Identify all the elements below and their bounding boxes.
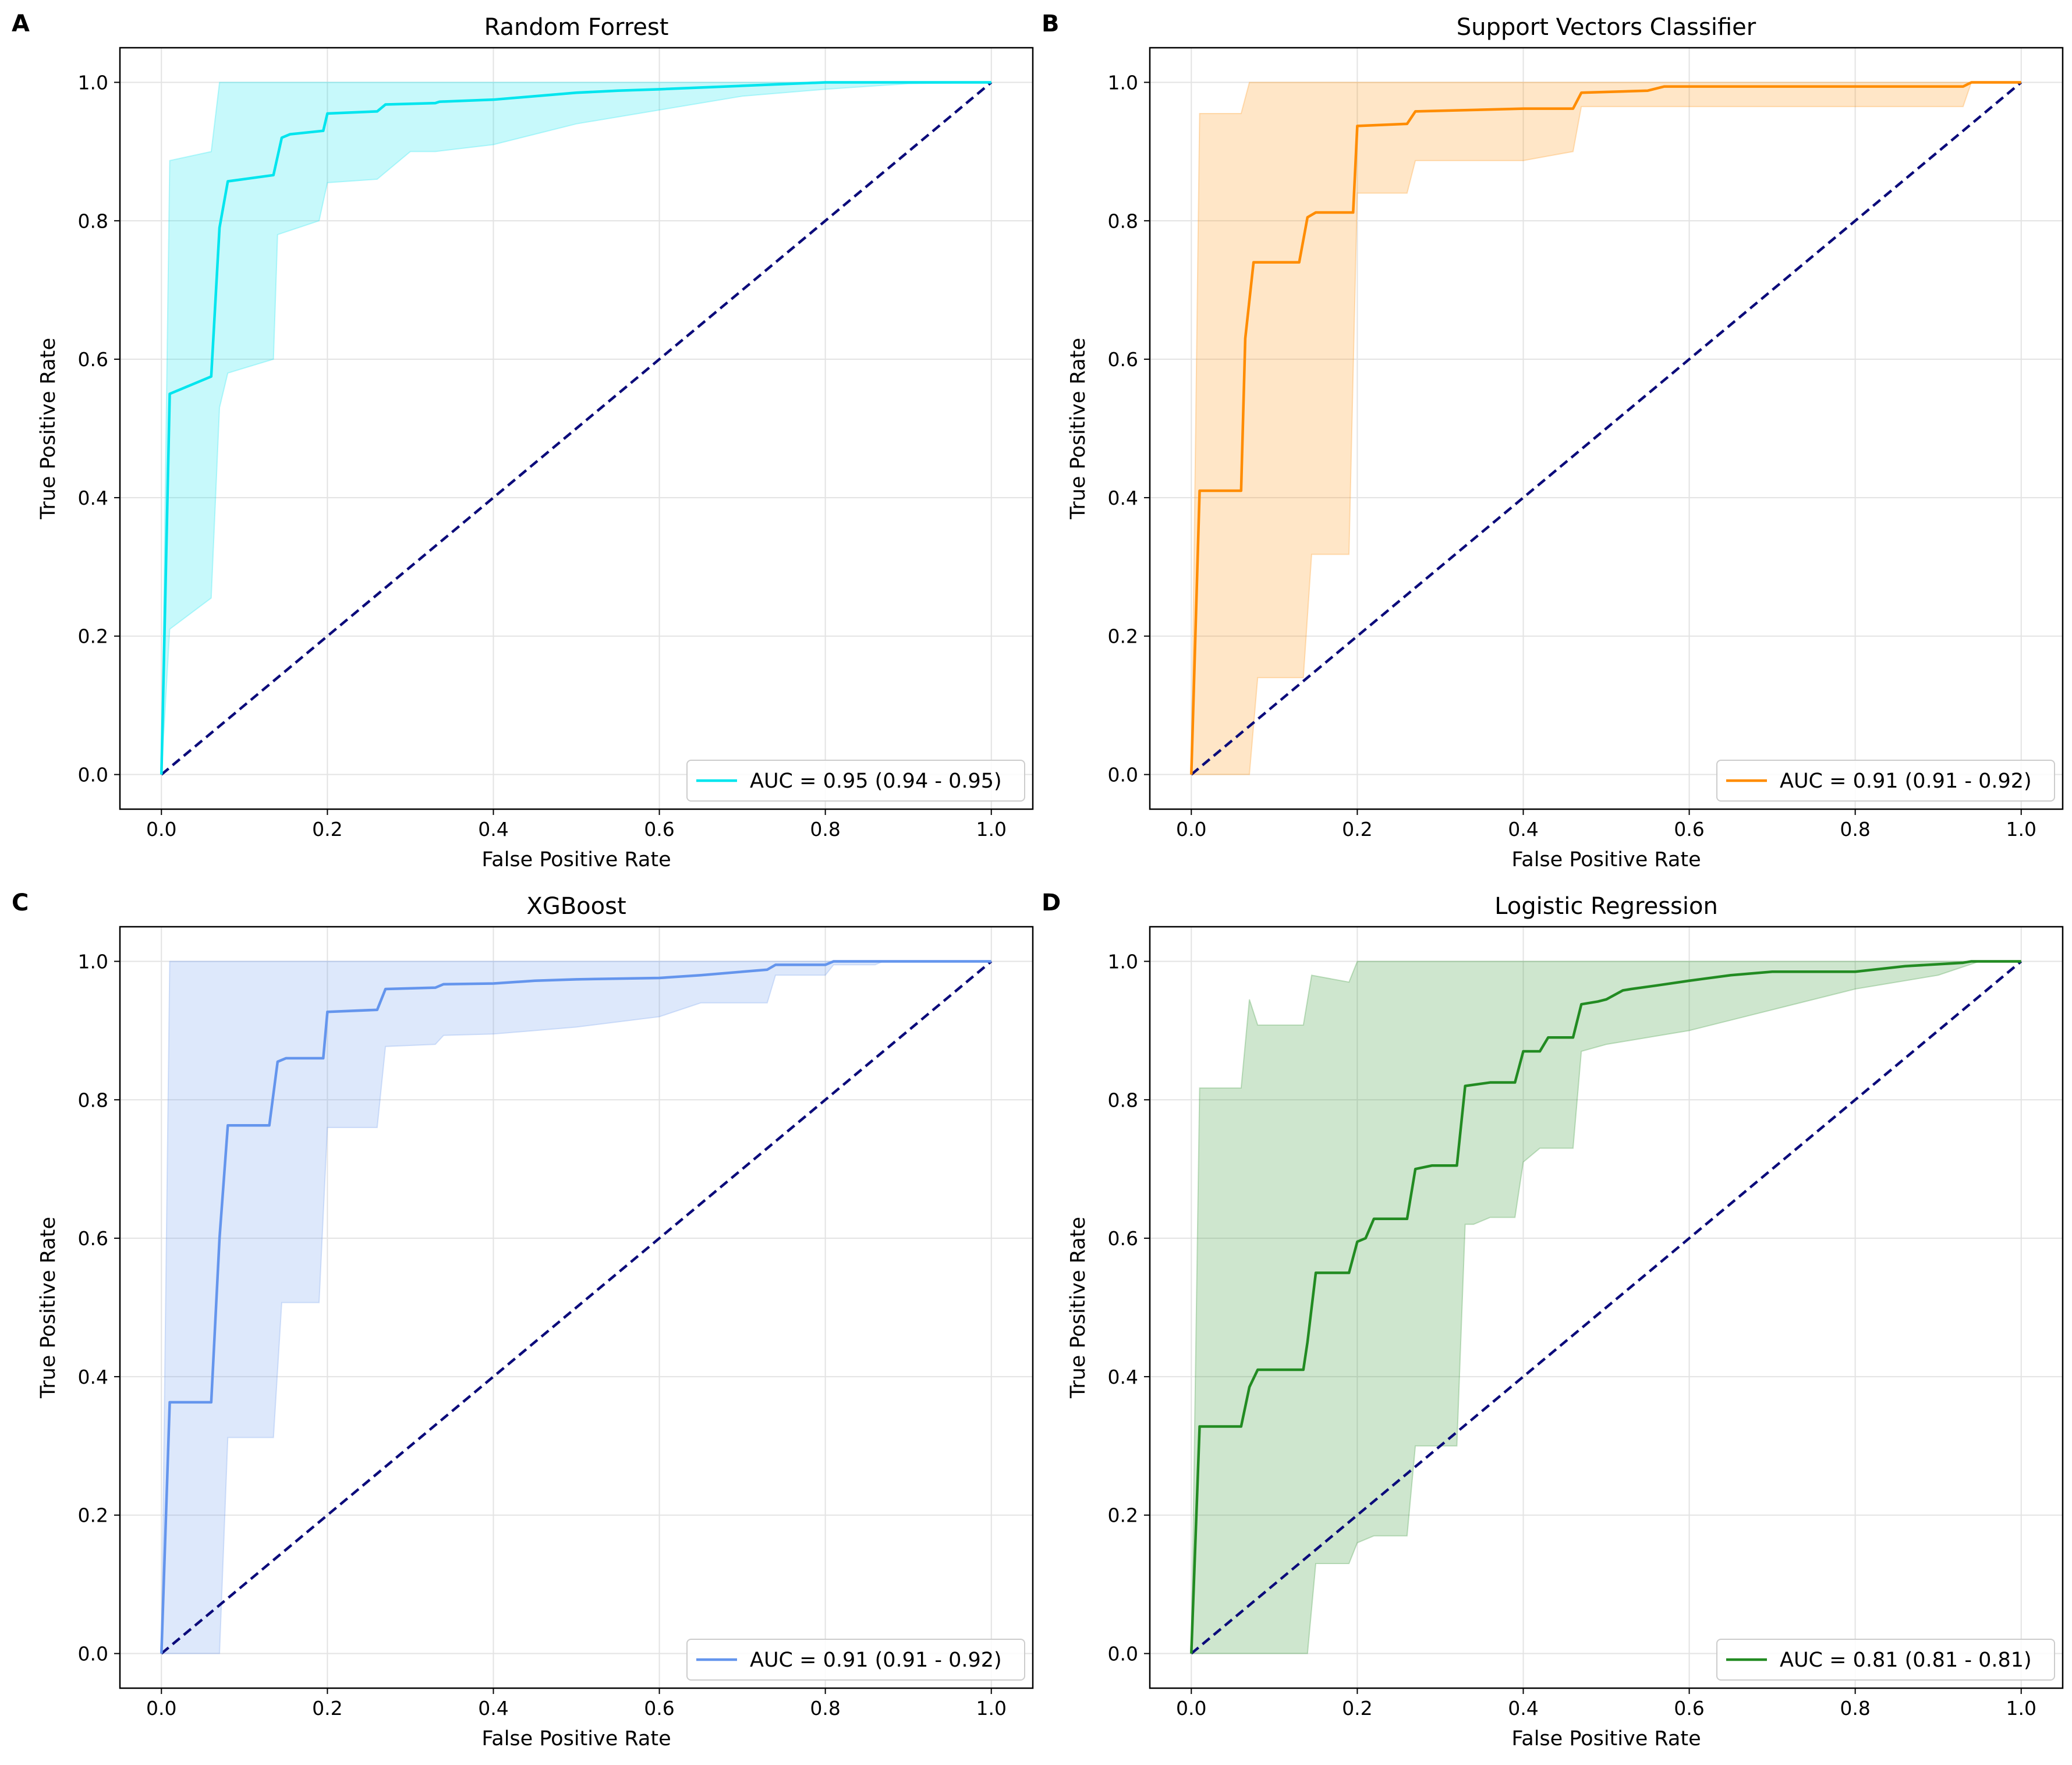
y-tick-label: 1.0 [1108,950,1138,973]
panel-support-vectors-classifier: 0.0 0.2 0.4 0.6 0.8 1.0 0.0 0.2 0.4 0.6 0.8 1.0 Supp… [1042,10,2064,871]
mean-roc-curve [1190,960,2021,1654]
legend: AUC = 0.91 (0.91 - 0.92) [686,1639,1025,1681]
chance-diagonal-line [1190,960,2023,1655]
chart-title: Support Vectors Classifier [1457,14,1756,41]
x-tick-label: 0.8 [810,818,840,841]
chance-diagonal-line [1190,81,2023,776]
y-tick-label: 0.4 [1108,1366,1138,1388]
y-axis-label: True Positive Rate [1067,338,1090,520]
y-tick-label: 0.4 [78,487,108,509]
x-tick-label: 0.6 [1674,1697,1704,1720]
y-tick-label: 0.2 [78,1504,108,1527]
axes-frame [119,47,1034,810]
y-tick-label: 0.0 [1108,764,1138,786]
axes-frame [1149,926,2064,1689]
x-tick-label: 0.6 [1674,818,1704,841]
y-tick-label: 0.8 [78,210,108,232]
legend-label: AUC = 0.95 (0.94 - 0.95) [750,770,1002,793]
x-tick-label: 0.2 [312,1697,342,1720]
chart-title: Random Forrest [484,14,669,41]
chance-diagonal-line [160,960,993,1655]
x-tick-label: 1.0 [2006,818,2036,841]
y-tick-label: 0.2 [78,625,108,648]
y-tick-label: 0.2 [1108,625,1138,648]
x-tick-label: 0.2 [1342,1697,1372,1720]
mean-roc-curve [1190,81,2021,775]
mean-roc-curve [160,960,991,1654]
legend-label: AUC = 0.91 (0.91 - 0.92) [750,1649,1002,1672]
legend-box [1716,760,2055,802]
axes-frame [119,926,1034,1689]
y-tick-label: 0.6 [78,348,108,371]
x-tick-label: 0.6 [644,818,674,841]
x-tick-label: 0.0 [146,1697,176,1720]
x-tick-label: 1.0 [976,1697,1006,1720]
grid [120,48,1033,809]
y-tick-label: 0.2 [1108,1504,1138,1527]
x-tick-label: 0.8 [1840,818,1870,841]
confidence-band [1191,81,2021,775]
legend-box [686,1639,1025,1681]
y-tick-label: 0.4 [78,1366,108,1388]
chance-diagonal-line [160,81,993,776]
y-tick-label: 0.6 [1108,348,1138,371]
x-tick-label: 1.0 [2006,1697,2036,1720]
chart-title: Logistic Regression [1494,893,1718,920]
panel-letter: C [12,889,29,916]
x-axis-label: False Positive Rate [481,1727,671,1750]
x-tick-label: 0.8 [1840,1697,1870,1720]
y-tick-label: 0.8 [1108,210,1138,232]
panel-logistic-regression: 0.0 0.2 0.4 0.6 0.8 1.0 0.0 0.2 0.4 0.6 0.8 1.0 Logi… [1042,889,2064,1750]
x-tick-label: 0.4 [1508,818,1538,841]
y-tick-label: 0.0 [1108,1643,1138,1665]
panel-letter: B [1042,10,1060,37]
panel-xgboost: 0.0 0.2 0.4 0.6 0.8 1.0 0.0 0.2 0.4 0.6 0.8 1.0 XGBo… [12,889,1034,1750]
y-tick-label: 0.8 [1108,1089,1138,1111]
x-tick-label: 0.8 [810,1697,840,1720]
x-tick-label: 0.4 [1508,1697,1538,1720]
x-tick-label: 0.6 [644,1697,674,1720]
y-tick-label: 0.8 [78,1089,108,1111]
mean-roc-curve [160,81,991,775]
y-tick-label: 0.0 [78,764,108,786]
x-tick-label: 0.4 [478,818,508,841]
y-tick-label: 1.0 [78,950,108,973]
x-tick-label: 0.2 [312,818,342,841]
y-tick-label: 1.0 [1108,71,1138,94]
panel-random-forrest: 0.0 0.2 0.4 0.6 0.8 1.0 0.0 0.2 0.4 0.6 0.8 1.0 Rand… [12,10,1034,871]
y-axis-label: True Positive Rate [1067,1217,1090,1399]
x-tick-label: 0.0 [1176,1697,1206,1720]
x-tick-label: 0.0 [146,818,176,841]
y-tick-label: 0.6 [1108,1227,1138,1250]
confidence-band [161,961,991,1654]
y-tick-label: 1.0 [78,71,108,94]
legend-box [686,760,1025,802]
panel-letter: D [1042,889,1061,916]
x-tick-label: 0.0 [1176,818,1206,841]
x-axis-label: False Positive Rate [1511,1727,1701,1750]
y-tick-label: 0.0 [78,1643,108,1665]
axes-frame [1149,47,2064,810]
x-axis-label: False Positive Rate [481,848,671,871]
x-tick-label: 0.2 [1342,818,1372,841]
legend-label: AUC = 0.91 (0.91 - 0.92) [1780,770,2032,793]
y-tick-label: 0.6 [78,1227,108,1250]
x-tick-label: 1.0 [976,818,1006,841]
legend-box [1716,1639,2055,1681]
legend: AUC = 0.91 (0.91 - 0.92) [1716,760,2055,802]
y-axis-label: True Positive Rate [37,1217,60,1399]
chart-title: XGBoost [526,893,626,920]
legend: AUC = 0.81 (0.81 - 0.81) [1716,1639,2055,1681]
y-tick-label: 0.4 [1108,487,1138,509]
panel-letter: A [12,10,30,37]
x-axis-label: False Positive Rate [1511,848,1701,871]
y-axis-label: True Positive Rate [37,338,60,520]
legend: AUC = 0.95 (0.94 - 0.95) [686,760,1025,802]
x-tick-label: 0.4 [478,1697,508,1720]
legend-label: AUC = 0.81 (0.81 - 0.81) [1780,1649,2032,1672]
